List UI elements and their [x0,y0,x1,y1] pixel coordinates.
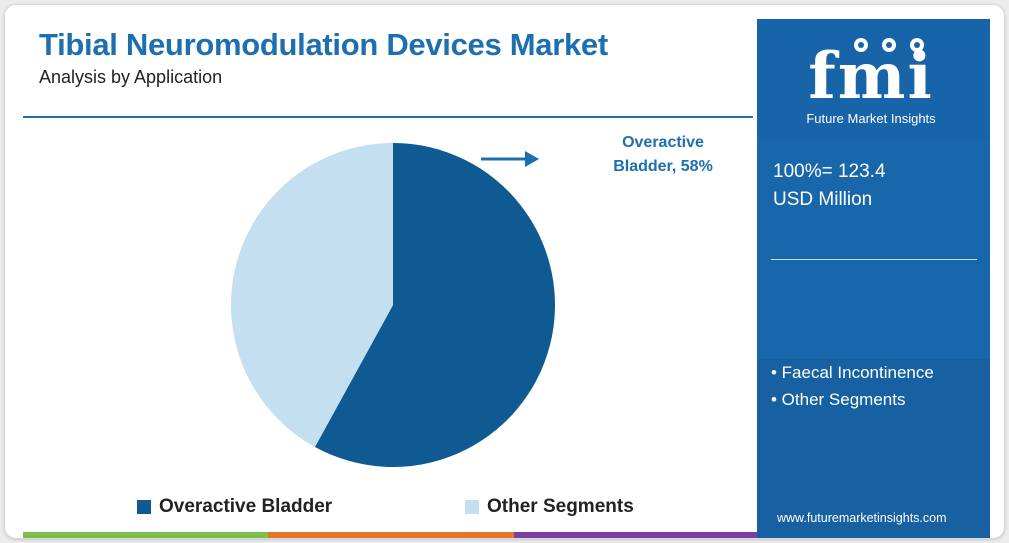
panel-divider [771,259,977,260]
logo-subtitle: Future Market Insights [806,111,936,126]
bottom-bar-orange [268,532,514,538]
bottom-bar-green [23,532,269,538]
info-panel: fmi Future Market Insights 100%= 123.4 U… [757,19,990,538]
bottom-color-bar [23,532,759,538]
pie-chart [231,143,556,467]
segment-item: • Other Segments [771,390,906,409]
title-divider [23,116,753,118]
legend-swatch-light [465,500,479,514]
legend-item-overactive-bladder: Overactive Bladder [137,496,332,518]
market-unit: USD Million [773,189,873,210]
legend-item-other-segments: Other Segments [465,496,634,518]
chart-subtitle: Analysis by Application [39,67,223,87]
logo-text: fmi [808,39,934,114]
arrow-right-icon [481,151,539,167]
legend-swatch-dark [137,500,151,514]
callout-line-2: Bladder, 58% [613,158,713,175]
logo-icons [854,38,924,52]
pie-slice-other-segments [231,143,393,447]
panel-texture [757,19,990,538]
fmi-logo: fmi Future Market Insights [781,35,961,126]
bottom-bar-purple [513,532,759,538]
legend-label: Overactive Bladder [159,496,333,517]
chart-title: Tibial Neuromodulation Devices Market [39,27,608,62]
market-total: 100%= 123.4 [773,161,886,182]
segment-list: • Faecal Incontinence • Other Segments [771,359,934,413]
website-link[interactable]: www.futuremarketinsights.com [777,511,947,525]
slice-callout: Overactive Bladder, 58% [583,131,743,179]
segment-item: • Faecal Incontinence [771,363,934,382]
chart-area: Tibial Neuromodulation Devices Market An… [23,19,759,538]
pie-slice-overactive-bladder [314,143,556,467]
legend-label: Other Segments [487,496,634,517]
callout-line-1: Overactive [622,134,704,151]
chart-card: Tibial Neuromodulation Devices Market An… [4,4,1005,539]
